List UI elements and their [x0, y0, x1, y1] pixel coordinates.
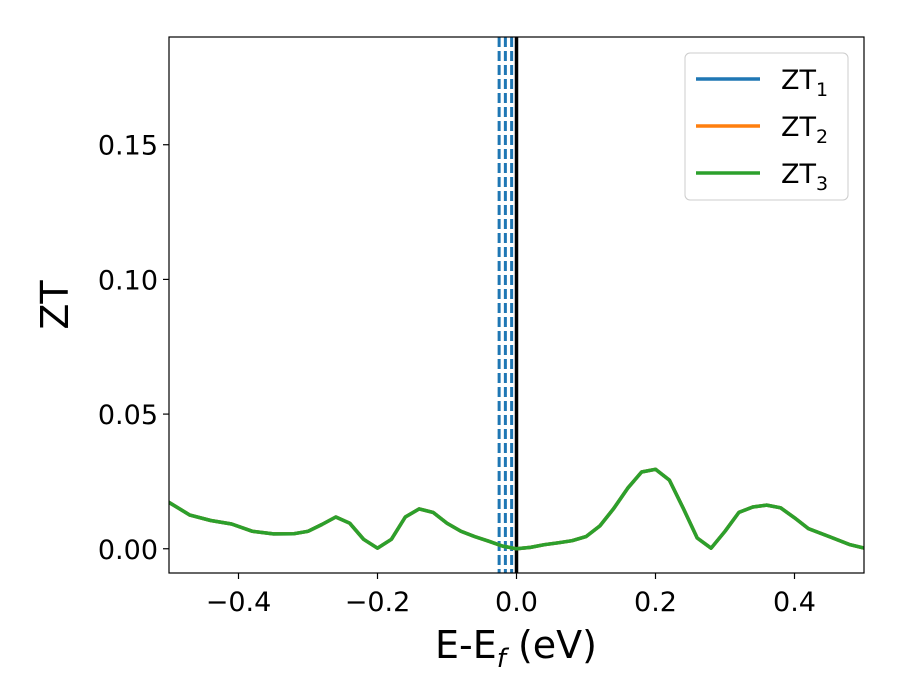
y-tick-label: 0.00	[98, 535, 158, 566]
x-axis-title-unit: (eV)	[506, 623, 597, 667]
x-tick-label: −0.4	[206, 587, 272, 618]
y-tick-label: 0.15	[98, 131, 158, 162]
legend: ZT1 ZT2 ZT3	[684, 52, 849, 201]
legend-label-1: ZT1	[781, 65, 828, 101]
series-line-3	[169, 467, 864, 551]
x-axis-ticks: −0.4 −0.2 0.0 0.2 0.4	[206, 573, 816, 618]
legend-box	[684, 52, 849, 201]
y-tick-label: 0.10	[98, 265, 158, 296]
legend-label-3: ZT3	[781, 159, 828, 195]
y-axis-ticks: 0.00 0.05 0.10 0.15	[98, 131, 169, 566]
vertical-marker-lines	[497, 37, 519, 573]
x-axis-title-main: E-E	[435, 623, 497, 667]
x-tick-label: −0.2	[345, 587, 411, 618]
x-axis-title: E-Ef (eV)	[435, 623, 597, 674]
x-tick-label: 0.0	[495, 587, 538, 618]
x-tick-label: 0.2	[634, 587, 677, 618]
y-axis-title: ZT	[33, 280, 77, 330]
series-lines	[169, 467, 864, 551]
legend-label-2: ZT2	[781, 112, 828, 148]
y-tick-label: 0.05	[98, 400, 158, 431]
x-tick-label: 0.4	[773, 587, 816, 618]
